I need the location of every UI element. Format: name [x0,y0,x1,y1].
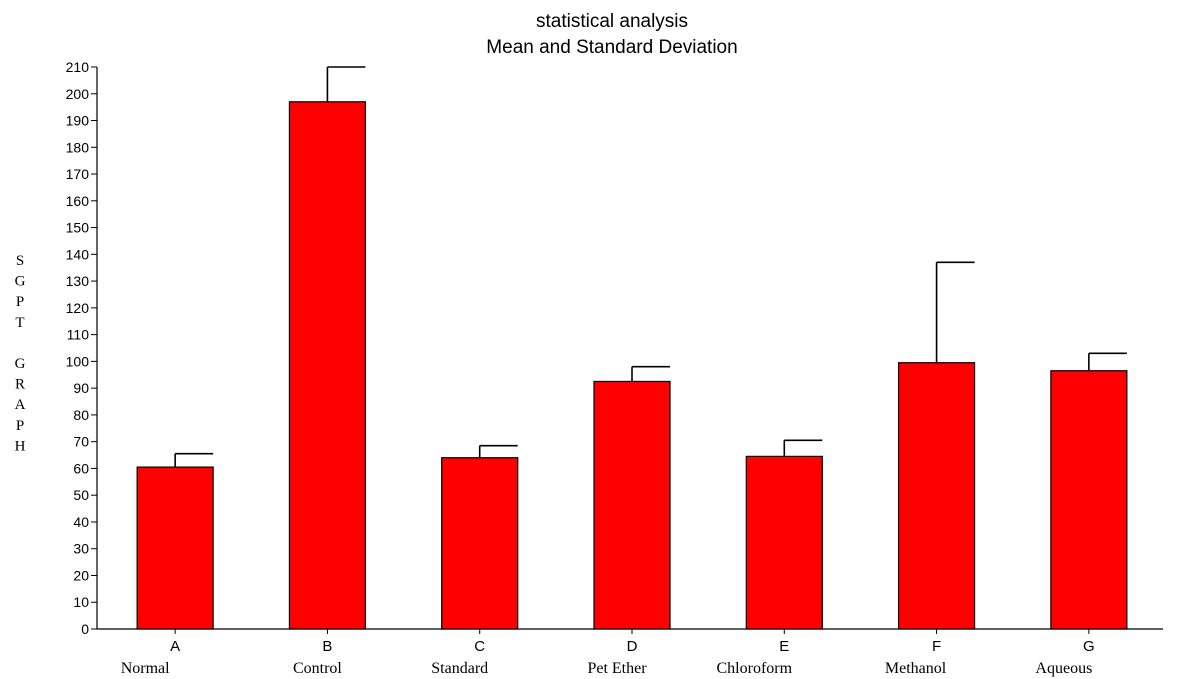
y-axis-label-letter: S [16,253,24,269]
y-axis-label-letter: G [15,356,26,372]
x-tick-label: A [170,638,180,655]
y-tick-label: 120 [66,300,90,316]
y-tick-label: 60 [73,460,89,476]
group-label: Chloroform [717,660,793,677]
y-tick-label: 80 [73,407,89,423]
y-tick-label: 50 [73,487,89,503]
bar-d [593,380,671,630]
bar-e [745,455,823,630]
y-axis-label-letter: R [15,377,25,393]
y-tick-label: 160 [66,193,90,209]
bar-f [897,362,976,630]
x-tick-label: B [322,638,332,655]
x-tick-label: G [1083,638,1095,655]
y-tick-label: 0 [81,621,89,637]
x-tick-label: D [627,638,638,655]
y-ticks: 0 10 20 30 40 50 60 70 80 90 100 110 120 130 140 150 160… [66,59,97,637]
y-tick-label: 150 [66,220,90,236]
chart-subtitle: Mean and Standard Deviation [486,37,737,58]
group-label: Methanol [885,660,947,677]
x-tick-label: F [932,638,941,655]
y-axis-label-letter: H [15,438,26,454]
group-label: Normal [121,660,170,677]
group-label: Aqueous [1035,660,1092,677]
y-axis-label-letter: T [15,315,24,331]
y-axis-label-letter: G [15,274,26,290]
group-label: Pet Ether [587,660,647,677]
y-tick-label: 110 [67,327,90,343]
x-tick-label: C [474,638,485,655]
y-tick-label: 20 [73,567,89,583]
group-label: Control [293,660,342,677]
y-tick-label: 30 [73,541,89,557]
bar-b [288,101,367,630]
bars [136,66,1128,630]
group-label: Standard [431,660,488,677]
y-tick-label: 210 [66,59,90,75]
y-axis-label-letter: P [16,294,24,310]
y-tick-label: 100 [66,353,90,369]
y-tick-label: 130 [66,273,90,289]
y-tick-label: 200 [66,86,90,102]
y-tick-label: 170 [66,166,90,182]
y-tick-label: 90 [73,380,89,396]
x-tick-label: E [779,638,789,655]
chart-title: statistical analysis [536,11,688,32]
y-axis-label-letter: A [15,397,26,413]
y-tick-label: 40 [73,514,89,530]
y-axis-label-letter: P [16,418,24,434]
y-tick-label: 180 [66,139,90,155]
y-tick-label: 10 [73,594,89,610]
y-tick-label: 190 [66,113,90,129]
y-tick-label: 140 [66,246,90,262]
bar-a [136,466,214,630]
bar-c [441,457,519,630]
y-tick-label: 70 [73,434,89,450]
bar-g [1050,370,1128,630]
